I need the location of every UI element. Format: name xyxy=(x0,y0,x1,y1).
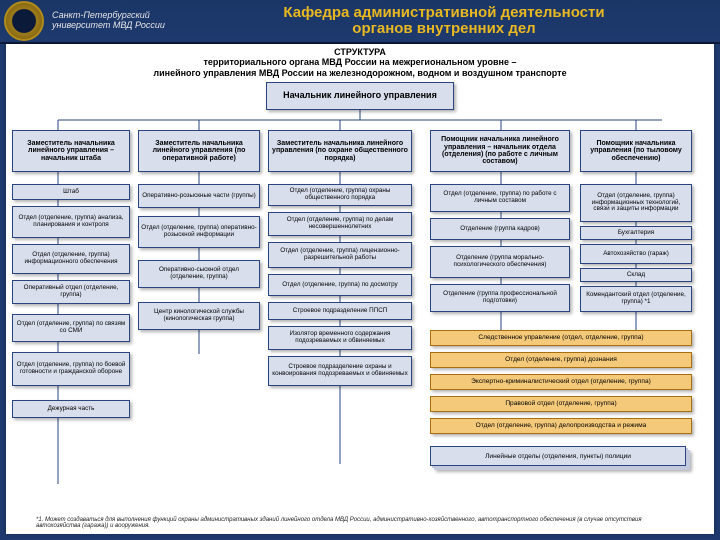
c1-b2: Отдел (отделение, группа) анализа, плани… xyxy=(12,206,130,238)
c3-b7: Строевое подразделение охраны и конвоиро… xyxy=(268,356,412,386)
c3-b1: Отдел (отделение, группа) охраны обществ… xyxy=(268,184,412,206)
emblem-icon xyxy=(4,1,44,41)
c4-b1: Отдел (отделение, группа) по работе с ли… xyxy=(430,184,570,212)
c1-b6: Отдел (отделение, группа) по боевой гото… xyxy=(12,352,130,386)
c3-b6: Изолятор временного содержания подозрева… xyxy=(268,326,412,350)
c2-b1: Оперативно-розыскные части (группы) xyxy=(138,184,260,208)
c5-b3: Автохозяйство (гараж) xyxy=(580,244,692,264)
c4-b4: Отделение (группа профессиональной подго… xyxy=(430,284,570,312)
box-deputy-5: Помощник начальника управления (по тылов… xyxy=(580,130,692,172)
box-chief: Начальник линейного управления xyxy=(266,82,454,110)
c1-b1: Штаб xyxy=(12,184,130,200)
c4-b2: Отделение (группа кадров) xyxy=(430,218,570,240)
c1-b4: Оперативный отдел (отделение, группа) xyxy=(12,280,130,304)
title-line-1: Кафедра административной деятельности xyxy=(283,4,604,21)
box-deputy-3: Заместитель начальника линейного управле… xyxy=(268,130,412,172)
box-deputy-1: Заместитель начальника линейного управле… xyxy=(12,130,130,172)
header-bar: Санкт-Петербургский университет МВД Росс… xyxy=(0,0,720,44)
chart-subtitle: СТРУКТУРА территориального органа МВД Ро… xyxy=(18,47,702,78)
box-deputy-2: Заместитель начальника линейного управле… xyxy=(138,130,260,172)
footnote: *1. Может создаваться для выполнения фун… xyxy=(36,517,684,530)
c1-b5: Отдел (отделение, группа) по связям со С… xyxy=(12,314,130,342)
title-line-2: органов внутренних дел xyxy=(352,20,535,37)
wide-3: Экспертно-криминалистический отдел (отде… xyxy=(430,374,692,390)
wide-2: Отдел (отделение, группа) дознания xyxy=(430,352,692,368)
c3-b2: Отдел (отделение, группа) по делам несов… xyxy=(268,212,412,236)
c1-b7: Дежурная часть xyxy=(12,400,130,418)
c5-b5: Комендантский отдел (отделение, группа) … xyxy=(580,286,692,312)
stack-linear-units: Линейные отделы (отделения, пункты) поли… xyxy=(430,446,686,466)
c3-b3: Отдел (отделение, группа) лицензионно-ра… xyxy=(268,242,412,268)
c5-b4: Склад xyxy=(580,268,692,282)
c5-b1: Отдел (отделение, группа) информационных… xyxy=(580,184,692,222)
c5-b2: Бухгалтерия xyxy=(580,226,692,240)
c1-b3: Отдел (отделение, группа) информационног… xyxy=(12,244,130,274)
box-deputy-4: Помощник начальника линейного управления… xyxy=(430,130,570,172)
subtitle-line-1: СТРУКТУРА xyxy=(334,47,386,57)
c4-b3: Отделение (группа морально-психологическ… xyxy=(430,246,570,278)
c2-b4: Центр кинологической службы (кинологичес… xyxy=(138,302,260,330)
institution-name: Санкт-Петербургский университет МВД Росс… xyxy=(52,11,172,31)
wide-1: Следственное управление (отдел, отделени… xyxy=(430,330,692,346)
department-title: Кафедра административной деятельности ор… xyxy=(172,5,716,38)
org-chart-area: СТРУКТУРА территориального органа МВД Ро… xyxy=(6,44,714,534)
c3-b4: Отдел (отделение, группа) по досмотру xyxy=(268,274,412,296)
wide-5: Отдел (отделение, группа) делопроизводст… xyxy=(430,418,692,434)
c2-b3: Оперативно-сыскной отдел (отделение, гру… xyxy=(138,260,260,288)
wide-4: Правовой отдел (отделение, группа) xyxy=(430,396,692,412)
subtitle-line-2: территориального органа МВД России на ме… xyxy=(204,57,517,67)
c3-b5: Строевое подразделение ППСП xyxy=(268,302,412,320)
c2-b2: Отдел (отделение, группа) оперативно-роз… xyxy=(138,216,260,248)
page-root: Санкт-Петербургский университет МВД Росс… xyxy=(0,0,720,540)
subtitle-line-3: линейного управления МВД России на желез… xyxy=(153,68,566,78)
